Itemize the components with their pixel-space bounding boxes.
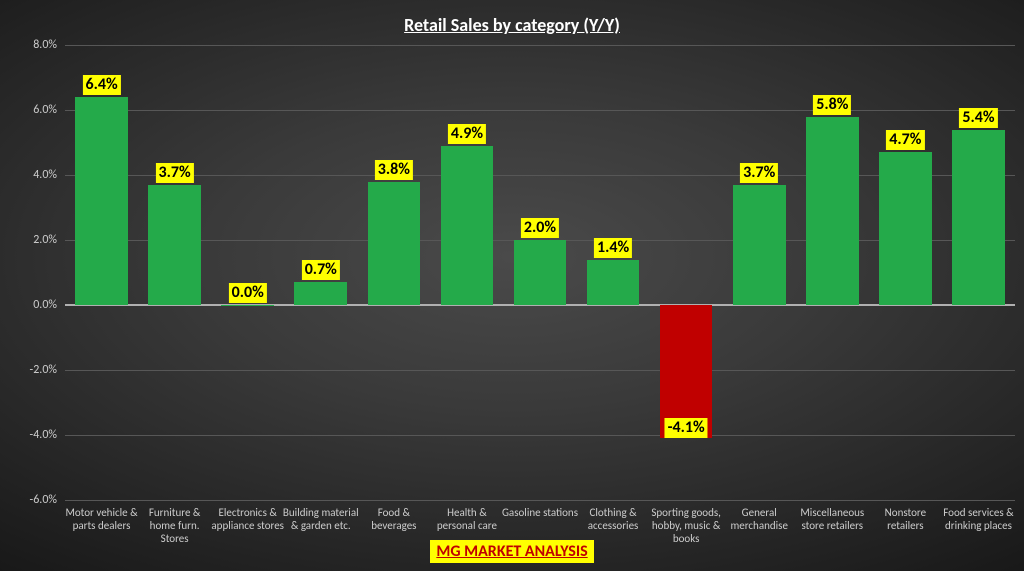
bar-value-label: 6.4%: [82, 75, 120, 95]
bar: [514, 240, 567, 305]
bar: [368, 182, 421, 306]
bar: [879, 152, 932, 305]
gridline: [65, 175, 1015, 176]
bar-value-label: 1.4%: [594, 238, 632, 258]
y-tick-label: 0.0%: [33, 298, 57, 312]
bar: [733, 185, 786, 305]
category-label: Sporting goods, hobby, music & books: [647, 506, 726, 546]
bar-value-label: 5.4%: [959, 108, 997, 128]
chart-title: Retail Sales by category (Y/Y): [0, 14, 1024, 36]
bar-value-label: 4.7%: [886, 130, 924, 150]
bar-value-label: 3.7%: [156, 163, 194, 183]
gridline: [65, 370, 1015, 371]
category-label: Miscellaneous store retailers: [793, 506, 872, 532]
bar-value-label: 0.0%: [229, 283, 267, 303]
y-tick-label: 2.0%: [33, 233, 57, 247]
bar: [221, 305, 274, 306]
bar: [952, 130, 1005, 306]
gridline: [65, 435, 1015, 436]
footer-brand: MG MARKET ANALYSIS: [0, 542, 1024, 561]
bar-value-label: 0.7%: [302, 260, 340, 280]
y-tick-label: 6.0%: [33, 103, 57, 117]
y-tick-label: -2.0%: [30, 363, 57, 377]
y-tick-label: 4.0%: [33, 168, 57, 182]
category-label: Nonstore retailers: [866, 506, 945, 532]
category-label: Clothing & accessories: [574, 506, 653, 532]
category-label: Electronics & appliance stores: [208, 506, 287, 532]
bar-value-label: -4.1%: [665, 418, 708, 438]
plot-area: -6.0%-4.0%-2.0%0.0%2.0%4.0%6.0%8.0%6.4%M…: [65, 45, 1015, 500]
footer-brand-text: MG MARKET ANALYSIS: [430, 540, 593, 563]
category-label: Health & personal care: [427, 506, 506, 532]
gridline: [65, 110, 1015, 111]
bar-value-label: 3.7%: [740, 163, 778, 183]
bar: [148, 185, 201, 305]
category-label: Gasoline stations: [500, 506, 579, 519]
bar-value-label: 5.8%: [813, 95, 851, 115]
category-label: Food & beverages: [354, 506, 433, 532]
bar-value-label: 4.9%: [448, 124, 486, 144]
y-tick-label: -6.0%: [30, 493, 57, 507]
category-label: Furniture & home furn. Stores: [135, 506, 214, 546]
bar: [587, 260, 640, 306]
category-label: Building material & garden etc.: [281, 506, 360, 532]
bar: [441, 146, 494, 305]
category-label: General merchandise: [720, 506, 799, 532]
bar: [806, 117, 859, 306]
y-tick-label: -4.0%: [30, 428, 57, 442]
gridline: [65, 500, 1015, 501]
category-label: Food services & drinking places: [939, 506, 1018, 532]
chart-container: Retail Sales by category (Y/Y) -6.0% -4.0…: [0, 0, 1024, 571]
bar-value-label: 3.8%: [375, 160, 413, 180]
bar: [75, 97, 128, 305]
bar-value-label: 2.0%: [521, 218, 559, 238]
gridline: [65, 45, 1015, 46]
y-tick-label: 8.0%: [33, 38, 57, 52]
bar: [294, 282, 347, 305]
category-label: Motor vehicle & parts dealers: [62, 506, 141, 532]
